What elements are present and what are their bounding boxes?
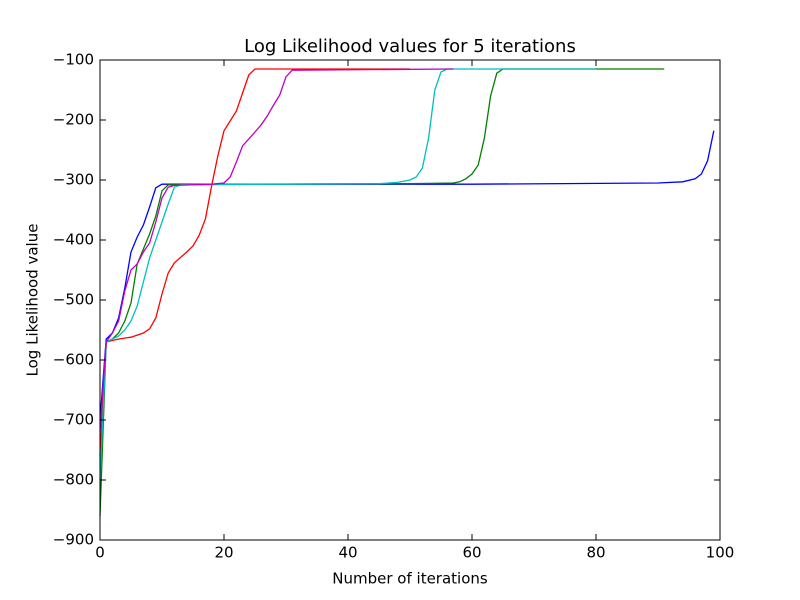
y-tick-label: −200 bbox=[53, 111, 94, 129]
x-tick-label: 40 bbox=[338, 544, 357, 562]
x-tick-label: 60 bbox=[462, 544, 481, 562]
line bbox=[99, 68, 410, 457]
x-tick-label: 0 bbox=[95, 544, 105, 562]
x-tick-label: 20 bbox=[214, 544, 233, 562]
y-tick-label: −600 bbox=[53, 351, 94, 369]
line bbox=[99, 68, 454, 433]
y-tick-label: −500 bbox=[53, 291, 94, 309]
chart-title: Log Likelihood values for 5 iterations bbox=[244, 36, 576, 57]
y-tick-label: −900 bbox=[53, 531, 94, 549]
y-axis-label: Log Likelihood value bbox=[24, 224, 42, 377]
x-tick-label: 100 bbox=[706, 544, 735, 562]
x-tick-label: 80 bbox=[586, 544, 605, 562]
plot-frame bbox=[99, 59, 721, 541]
y-tick-label: −300 bbox=[53, 171, 94, 189]
line bbox=[99, 68, 596, 481]
y-tick-label: −100 bbox=[53, 51, 94, 69]
y-tick-label: −700 bbox=[53, 411, 94, 429]
y-tick-label: −800 bbox=[53, 471, 94, 489]
x-axis-label: Number of iterations bbox=[332, 570, 488, 588]
y-tick-label: −400 bbox=[53, 231, 94, 249]
